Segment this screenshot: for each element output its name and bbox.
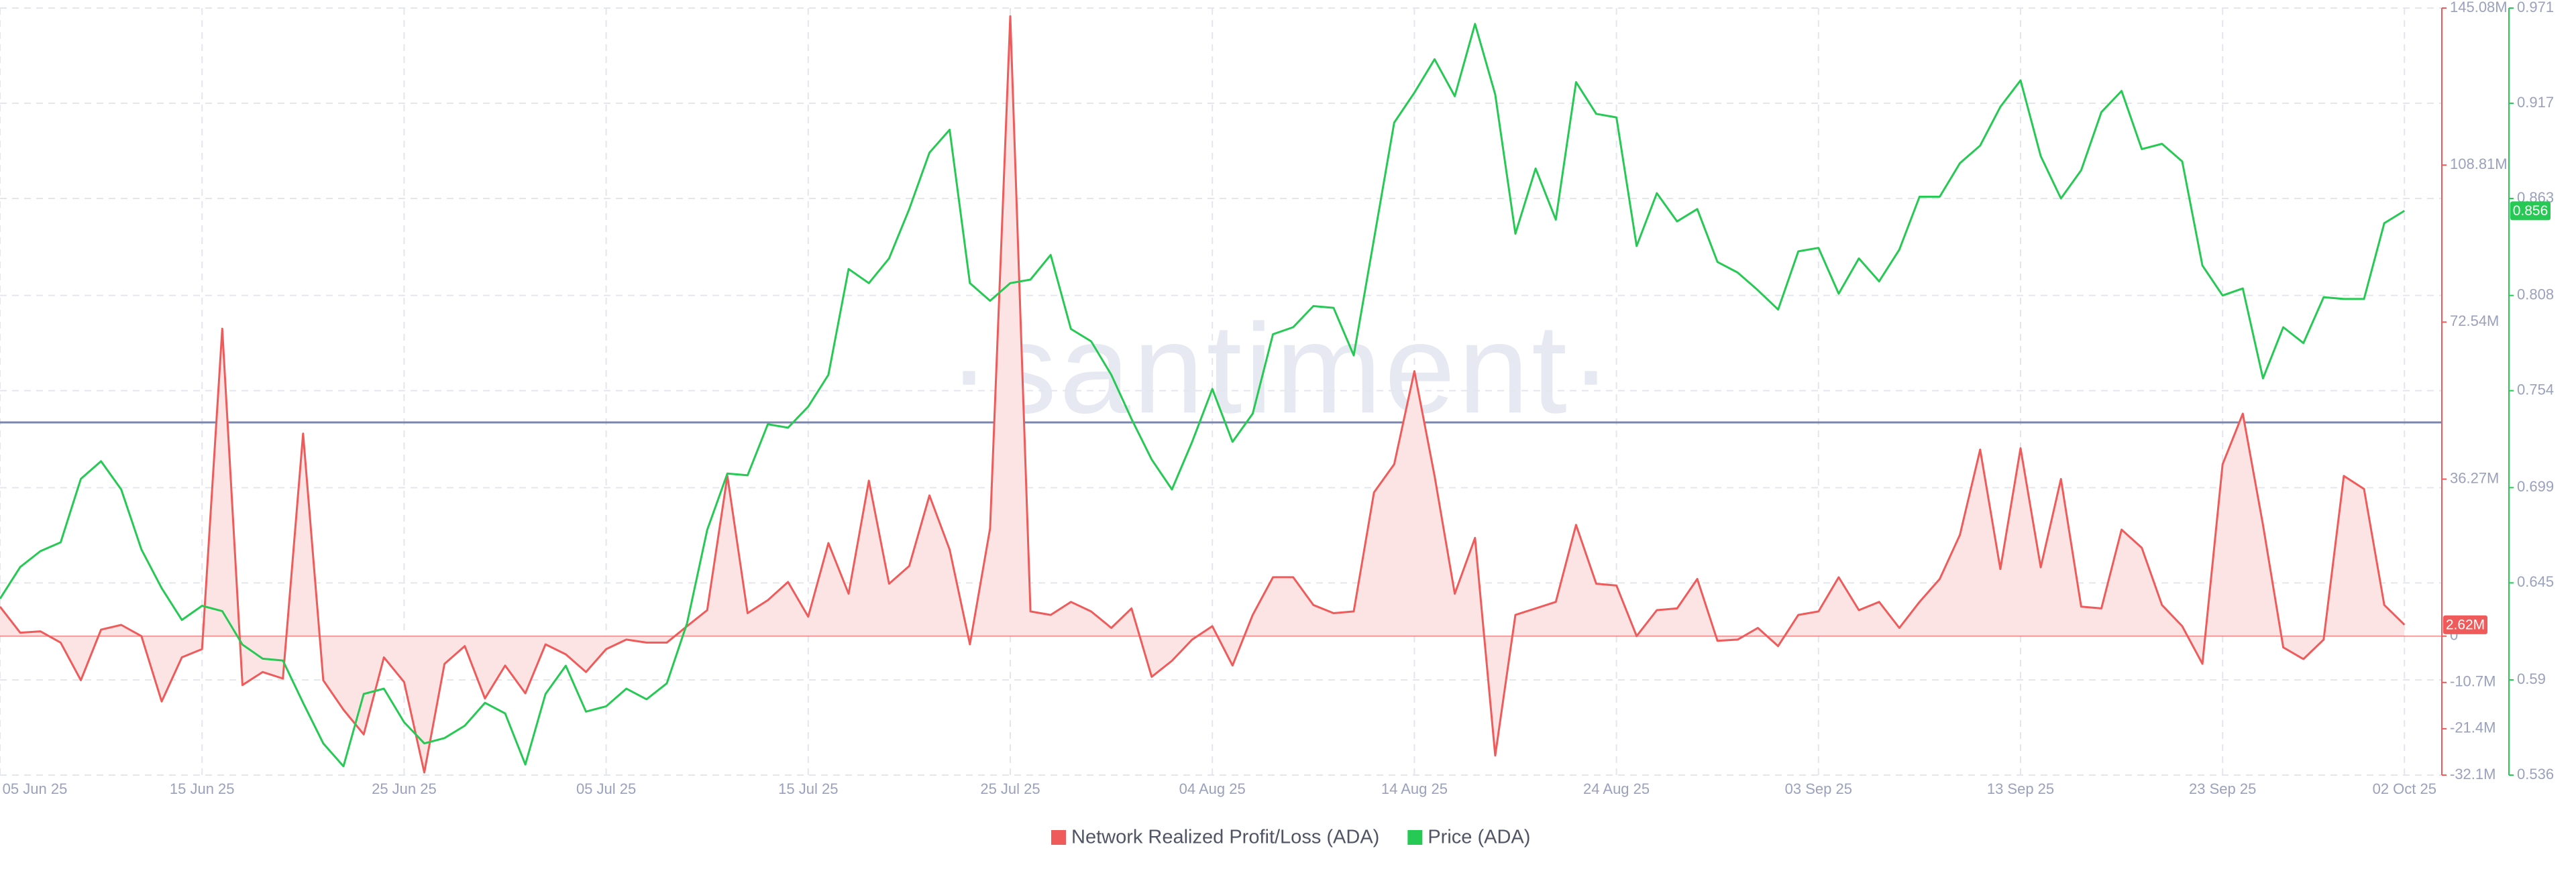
y-tick-label: 72.54M bbox=[2450, 312, 2499, 329]
y2-tick-label: 0.59 bbox=[2517, 670, 2546, 687]
y-tick-label: -10.7M bbox=[2450, 673, 2496, 690]
x-tick-label: 14 Aug 25 bbox=[1381, 780, 1448, 797]
y-tick-label: 36.27M bbox=[2450, 469, 2499, 486]
legend-swatch bbox=[1407, 830, 1423, 845]
x-tick-label: 02 Oct 25 bbox=[2373, 780, 2436, 797]
legend-label: Price (ADA) bbox=[1428, 827, 1530, 848]
x-tick-label: 05 Jul 25 bbox=[576, 780, 636, 797]
series-line bbox=[0, 23, 2406, 768]
y2-tick-label: 0.645 bbox=[2517, 573, 2554, 590]
x-tick-label: 15 Jul 25 bbox=[778, 780, 838, 797]
y2-tick-label: 0.917 bbox=[2517, 94, 2554, 111]
value-tag-label: 0.856 bbox=[2513, 203, 2548, 219]
y2-tick-label: 0.754 bbox=[2517, 381, 2554, 398]
y-tick-label: 108.81M bbox=[2450, 156, 2508, 172]
y2-tick-label: 0.536 bbox=[2517, 766, 2554, 782]
legend-label: Network Realized Profit/Loss (ADA) bbox=[1071, 827, 1379, 848]
x-tick-label: 04 Aug 25 bbox=[1179, 780, 1246, 797]
value-tag bbox=[2443, 615, 2487, 634]
x-tick-label: 05 Jun 25 bbox=[3, 780, 68, 797]
value-tag bbox=[2510, 201, 2551, 221]
x-tick-label: 13 Sep 25 bbox=[1987, 780, 2054, 797]
x-tick-label: 25 Jul 25 bbox=[980, 780, 1040, 797]
watermark: ·santiment· bbox=[948, 298, 1615, 440]
y-tick-label: -21.4M bbox=[2450, 719, 2496, 736]
x-tick-label: 24 Aug 25 bbox=[1583, 780, 1650, 797]
x-tick-label: 15 Jun 25 bbox=[170, 780, 235, 797]
y2-tick-label: 0.699 bbox=[2517, 478, 2554, 495]
value-tag-label: 2.62M bbox=[2446, 617, 2485, 632]
y2-tick-label: 0.971 bbox=[2517, 0, 2554, 15]
x-tick-label: 25 Jun 25 bbox=[372, 780, 437, 797]
legend-swatch bbox=[1051, 830, 1066, 845]
x-tick-label: 03 Sep 25 bbox=[1785, 780, 1852, 797]
y2-tick-label: 0.808 bbox=[2517, 286, 2554, 302]
y-tick-label: -32.1M bbox=[2450, 766, 2496, 782]
series-line bbox=[0, 15, 2406, 774]
x-tick-label: 23 Sep 25 bbox=[2189, 780, 2256, 797]
y-tick-label: 145.08M bbox=[2450, 0, 2508, 15]
